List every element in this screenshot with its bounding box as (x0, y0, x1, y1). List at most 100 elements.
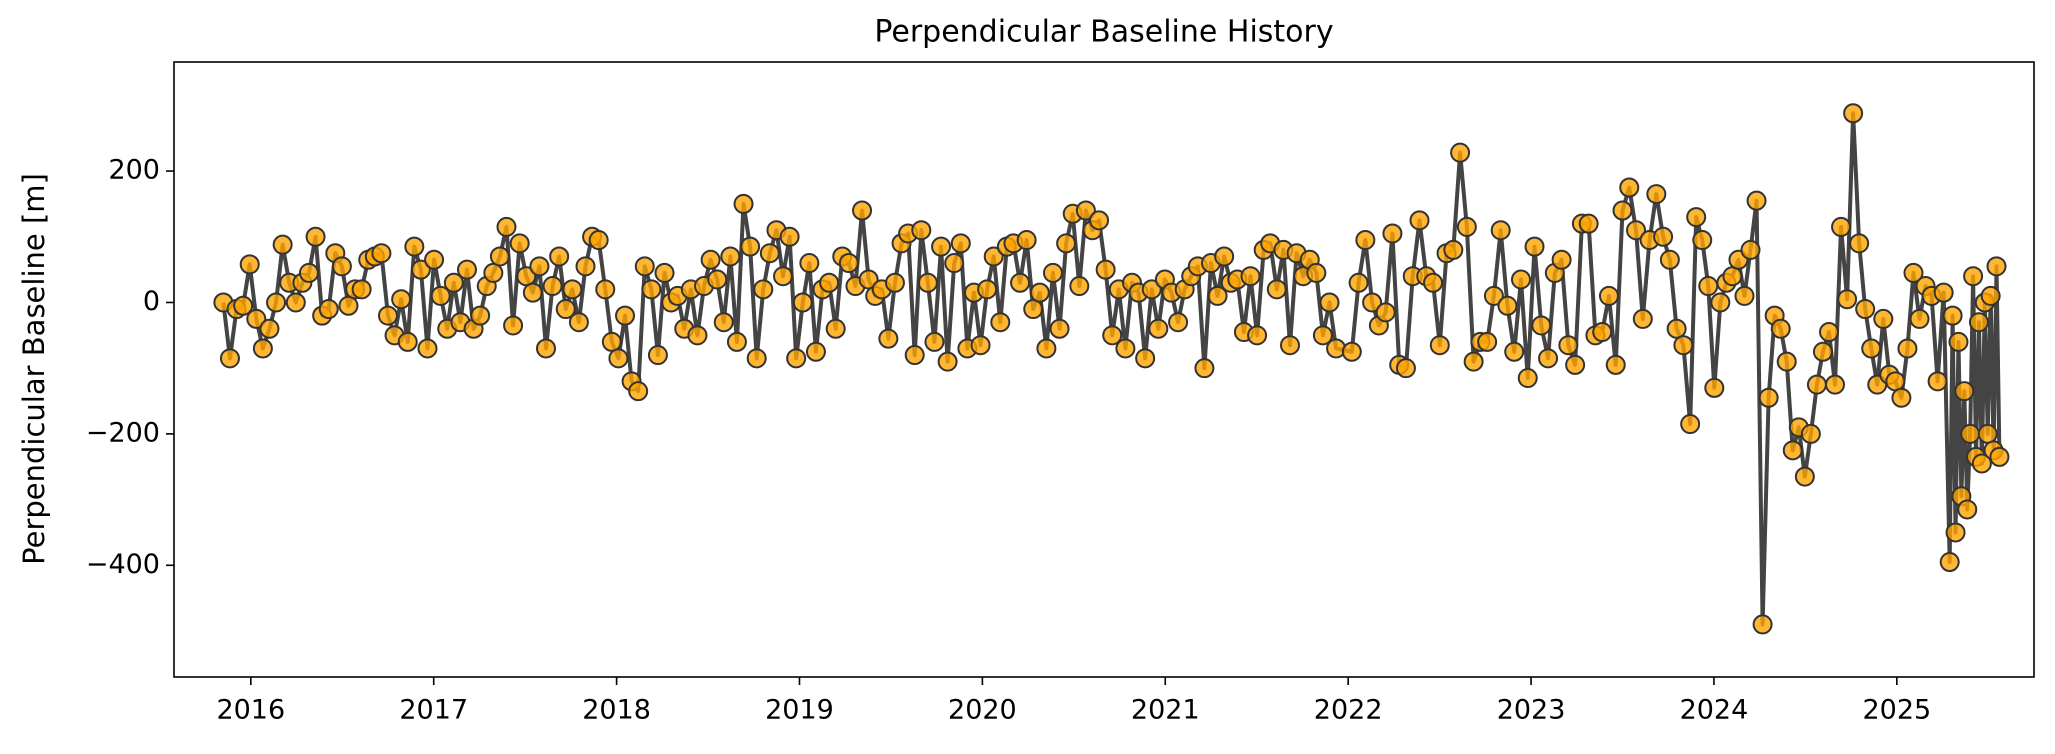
data-point (410, 259, 431, 280)
data-point (1429, 335, 1450, 356)
data-point (1698, 276, 1719, 297)
data-point (1666, 318, 1687, 339)
data-point (1524, 236, 1545, 257)
data-point (786, 348, 807, 369)
data-point (1483, 285, 1504, 306)
data-point (338, 295, 359, 316)
data-point (1306, 262, 1327, 283)
data-point (1463, 351, 1484, 372)
data-point (298, 262, 319, 283)
x-tick-label: 2018 (582, 695, 651, 726)
data-point (1102, 325, 1123, 346)
data-point (562, 279, 583, 300)
data-point (1042, 262, 1063, 283)
data-point (489, 246, 510, 267)
data-point (1960, 423, 1981, 444)
data-point (884, 272, 905, 293)
data-point (470, 305, 491, 326)
data-point (1423, 272, 1444, 293)
data-point (1443, 239, 1464, 260)
data-point (726, 331, 747, 352)
data-point (1247, 325, 1268, 346)
data-point (977, 279, 998, 300)
data-point (371, 243, 392, 264)
x-tick-label: 2017 (399, 695, 468, 726)
data-point (1056, 233, 1077, 254)
data-point (588, 230, 609, 251)
data-point (272, 234, 293, 255)
data-point (931, 236, 952, 257)
data-point (608, 348, 629, 369)
data-point (819, 272, 840, 293)
data-point (285, 292, 306, 313)
data-point (1794, 466, 1815, 487)
data-point (779, 226, 800, 247)
data-point (1382, 223, 1403, 244)
y-tick-label: −200 (86, 417, 160, 448)
data-point (1843, 103, 1864, 124)
data-point (1855, 299, 1876, 320)
data-point (503, 315, 524, 336)
x-tick-label: 2016 (216, 695, 285, 726)
data-point (1806, 374, 1827, 395)
data-point (1565, 354, 1586, 375)
data-point (740, 236, 761, 257)
data-point (924, 331, 945, 352)
data-point (1686, 207, 1707, 228)
data-point (1740, 239, 1761, 260)
data-point (753, 279, 774, 300)
data-point (1942, 305, 1963, 326)
data-point (1680, 414, 1701, 435)
data-point (1531, 315, 1552, 336)
data-point (1409, 210, 1430, 231)
data-point (1477, 331, 1498, 352)
x-tick-label: 2022 (1314, 695, 1383, 726)
data-point (707, 269, 728, 290)
data-point (391, 289, 412, 310)
data-point (838, 253, 859, 274)
data-point (1450, 142, 1471, 163)
data-point (1266, 279, 1287, 300)
data-point (1558, 335, 1579, 356)
x-tick-label: 2019 (765, 695, 834, 726)
data-point (1812, 341, 1833, 362)
data-point (983, 246, 1004, 267)
data-point (1362, 292, 1383, 313)
data-point (647, 345, 668, 366)
data-point (1497, 295, 1518, 316)
data-point (1010, 272, 1031, 293)
data-point (720, 246, 741, 267)
data-point (1626, 220, 1647, 241)
data-point (351, 279, 372, 300)
data-point (713, 312, 734, 333)
data-point (1029, 282, 1050, 303)
data-point (456, 259, 477, 280)
data-point (443, 272, 464, 293)
data-point (601, 331, 622, 352)
data-point (1023, 299, 1044, 320)
data-point (687, 325, 708, 346)
data-point (634, 256, 655, 277)
data-point (1782, 440, 1803, 461)
data-point (1089, 210, 1110, 231)
x-tick-label: 2025 (1862, 695, 1931, 726)
data-point (1861, 338, 1882, 359)
data-point (575, 256, 596, 277)
data-point (1504, 341, 1525, 362)
data-point (1986, 256, 2007, 277)
data-point (1891, 387, 1912, 408)
data-point (852, 200, 873, 221)
x-tick-label: 2023 (1497, 695, 1566, 726)
data-point (1280, 335, 1300, 356)
data-point (266, 292, 287, 313)
data-point (549, 246, 570, 267)
data-point (1075, 200, 1096, 221)
data-point (990, 312, 1011, 333)
data-point (1456, 216, 1477, 237)
data-point (1490, 220, 1511, 241)
data-point (1968, 312, 1989, 333)
data-point (1837, 289, 1858, 310)
data-point (878, 328, 899, 349)
data-point (1598, 285, 1619, 306)
